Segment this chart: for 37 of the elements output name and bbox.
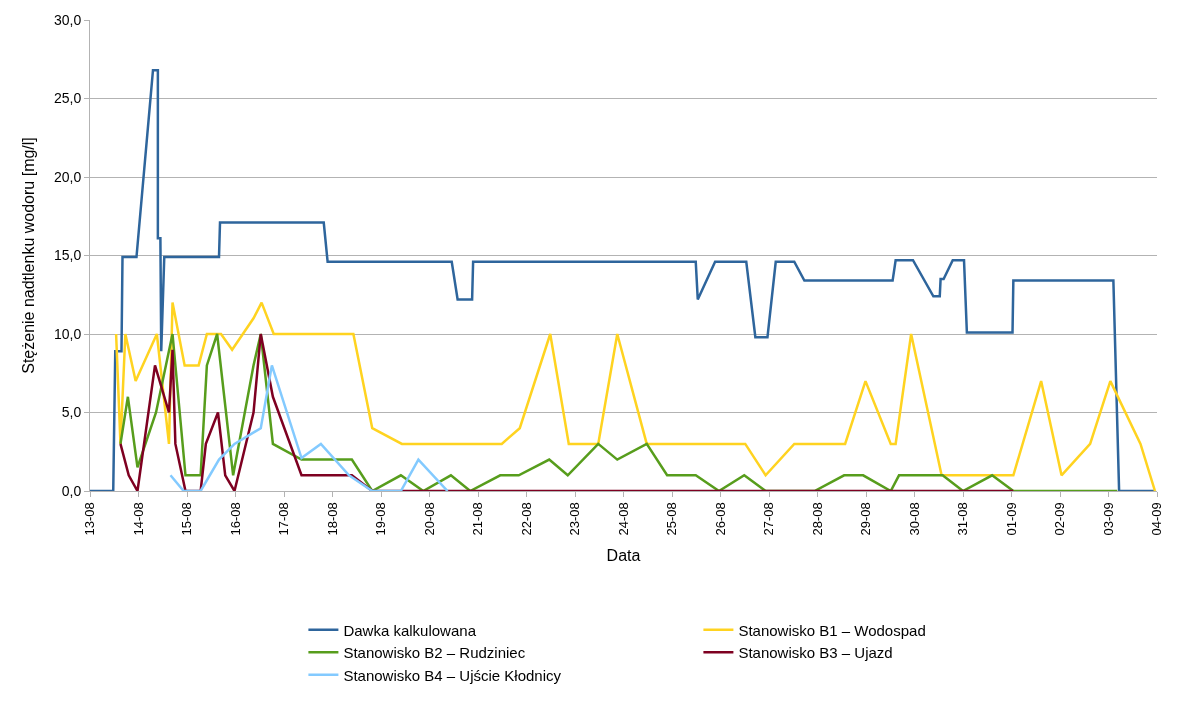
legend-label: Stanowisko B2 – Rudziniec [343, 644, 526, 662]
x-tick-label: 22-08 [518, 502, 534, 536]
x-tick-label: 02-09 [1052, 502, 1068, 536]
y-tick-label: 5,0 [61, 404, 82, 421]
x-tick-label: 04-09 [1149, 502, 1165, 536]
x-tick-label: 28-08 [809, 502, 825, 536]
legend-label: Stanowisko B1 – Wodospad [738, 621, 926, 639]
x-tick-label: 14-08 [130, 502, 146, 536]
y-tick-label: 30,0 [53, 11, 82, 28]
x-tick-label: 25-08 [664, 502, 680, 536]
x-axis-title: Data [606, 547, 641, 565]
y-tick-label: 0,0 [61, 482, 82, 499]
x-tick-label: 26-08 [712, 502, 728, 536]
x-tick-label: 03-09 [1100, 502, 1116, 536]
legend-label: Stanowisko B4 – Ujście Kłodnicy [343, 666, 562, 684]
x-tick-label: 20-08 [421, 502, 437, 536]
legend-label: Stanowisko B3 – Ujazd [738, 644, 893, 662]
y-tick-label: 20,0 [53, 168, 82, 185]
x-tick-label: 27-08 [761, 502, 777, 536]
x-tick-label: 18-08 [324, 502, 340, 536]
y-tick-label: 25,0 [53, 90, 82, 107]
legend-label: Dawka kalkulowana [343, 621, 477, 639]
x-tick-label: 23-08 [567, 502, 583, 536]
x-tick-label: 01-09 [1003, 502, 1019, 536]
x-tick-label: 24-08 [615, 502, 631, 536]
y-tick-label: 15,0 [53, 247, 82, 264]
y-axis-title: Stężenie nadtlenku wodoru [mg/l] [19, 137, 37, 374]
x-tick-label: 15-08 [179, 502, 195, 536]
x-tick-label: 21-08 [470, 502, 486, 536]
x-tick-label: 16-08 [227, 502, 243, 536]
x-tick-label: 29-08 [858, 502, 874, 536]
x-tick-label: 17-08 [276, 502, 292, 536]
x-tick-label: 30-08 [906, 502, 922, 536]
y-tick-label: 10,0 [53, 325, 82, 342]
x-tick-label: 31-08 [955, 502, 971, 536]
x-tick-label: 19-08 [373, 502, 389, 536]
x-tick-label: 13-08 [82, 502, 98, 536]
